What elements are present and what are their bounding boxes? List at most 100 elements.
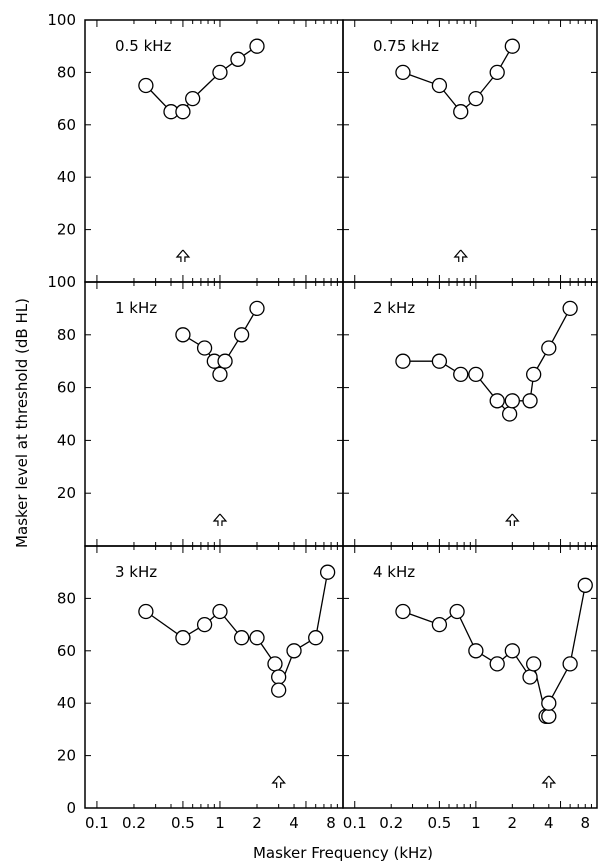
x-tick-label: 2 bbox=[252, 814, 262, 832]
probe-arrow-icon bbox=[453, 249, 469, 262]
data-point bbox=[319, 564, 336, 580]
panel-5: 0 20 40 60 80 0.1 0.2 0.5 1 2 4 8 3 kHz bbox=[57, 545, 344, 832]
data-point bbox=[249, 300, 265, 317]
data-point bbox=[504, 643, 520, 659]
data-point bbox=[395, 603, 411, 620]
data-point bbox=[468, 90, 484, 107]
data-point bbox=[449, 603, 465, 620]
panel-label: 2 kHz bbox=[373, 299, 415, 317]
panel-frame bbox=[342, 19, 598, 283]
data-point bbox=[562, 656, 578, 672]
panel-4: 2 kHz bbox=[342, 281, 598, 547]
probe-arrow-icon bbox=[175, 249, 191, 262]
data-point bbox=[541, 708, 557, 724]
x-tick-label: 4 bbox=[544, 814, 554, 832]
series-line bbox=[402, 308, 571, 416]
y-axis-title: Masker level at threshold (dB HL) bbox=[13, 298, 31, 548]
data-point bbox=[249, 630, 265, 646]
data-point bbox=[541, 695, 557, 711]
data-point bbox=[233, 630, 250, 646]
data-point bbox=[468, 643, 484, 659]
data-point bbox=[271, 682, 287, 698]
data-point bbox=[431, 77, 448, 94]
probe-arrow-icon bbox=[271, 775, 286, 788]
panel-frame bbox=[342, 545, 598, 809]
y-tick-label: 100 bbox=[47, 11, 76, 29]
y-tick-label: 60 bbox=[57, 116, 76, 134]
data-point bbox=[489, 393, 505, 409]
probe-arrow-icon bbox=[212, 513, 228, 526]
panel-label: 0.75 kHz bbox=[373, 37, 439, 55]
data-point bbox=[217, 353, 233, 369]
data-point bbox=[453, 104, 469, 120]
data-point bbox=[196, 340, 213, 356]
x-tick-label: 0.1 bbox=[343, 814, 367, 832]
panel-2: 0.75 kHz bbox=[342, 19, 598, 283]
data-point bbox=[562, 300, 578, 317]
panel-3: 20 40 60 80 100 1 kHz bbox=[47, 273, 344, 547]
data-point bbox=[175, 630, 191, 646]
data-point bbox=[395, 353, 411, 369]
y-tick-label: 20 bbox=[57, 484, 76, 502]
y-tick-label: 40 bbox=[57, 431, 76, 449]
panel-1: 20 40 60 80 100 0.5 kHz bbox=[47, 11, 344, 283]
panel-6: 0.1 0.2 0.5 1 2 4 8 4 kHz bbox=[342, 545, 598, 832]
data-point bbox=[233, 327, 250, 343]
y-tick-label: 0 bbox=[66, 799, 76, 817]
panel-label: 3 kHz bbox=[115, 563, 157, 581]
data-point bbox=[501, 406, 518, 422]
data-point bbox=[271, 669, 287, 685]
data-point bbox=[185, 90, 201, 107]
x-tick-label: 2 bbox=[508, 814, 518, 832]
y-tick-label: 60 bbox=[57, 642, 76, 660]
x-tick-label: 1 bbox=[471, 814, 481, 832]
x-tick-label: 0.5 bbox=[171, 814, 195, 832]
data-point bbox=[541, 340, 557, 356]
data-point bbox=[230, 51, 246, 67]
data-point bbox=[431, 353, 448, 369]
data-point bbox=[249, 38, 265, 54]
data-point bbox=[286, 643, 302, 659]
y-tick-label: 40 bbox=[57, 168, 76, 186]
x-tick-label: 8 bbox=[580, 814, 590, 832]
data-point bbox=[138, 603, 154, 620]
data-point bbox=[504, 38, 520, 54]
x-tick-label: 1 bbox=[215, 814, 225, 832]
y-tick-label: 20 bbox=[57, 221, 76, 239]
x-tick-label: 0.1 bbox=[85, 814, 109, 832]
data-point bbox=[526, 366, 542, 383]
data-point bbox=[196, 616, 213, 633]
data-point bbox=[489, 656, 505, 672]
x-axis-title: Masker Frequency (kHz) bbox=[253, 844, 433, 862]
data-point bbox=[175, 327, 191, 343]
data-point bbox=[522, 393, 538, 409]
data-point bbox=[526, 656, 542, 672]
x-tick-label: 0.2 bbox=[379, 814, 403, 832]
series-line bbox=[145, 572, 329, 691]
x-tick-label: 0.2 bbox=[122, 814, 146, 832]
panel-frame bbox=[84, 19, 344, 283]
data-point bbox=[395, 64, 411, 81]
panel-frame bbox=[84, 281, 344, 547]
y-tick-label: 80 bbox=[57, 63, 76, 81]
x-tick-label: 0.5 bbox=[427, 814, 451, 832]
data-point bbox=[267, 656, 283, 672]
data-point bbox=[212, 603, 228, 620]
y-tick-label: 80 bbox=[57, 589, 76, 607]
panel-frame bbox=[84, 545, 344, 809]
panel-label: 1 kHz bbox=[115, 299, 157, 317]
data-point bbox=[138, 77, 154, 94]
data-point bbox=[453, 366, 469, 383]
data-point bbox=[522, 669, 538, 685]
data-point bbox=[468, 366, 484, 383]
panel-label: 0.5 kHz bbox=[115, 37, 172, 55]
data-point bbox=[431, 616, 448, 633]
y-tick-label: 20 bbox=[57, 747, 76, 765]
data-point bbox=[308, 630, 324, 646]
y-tick-label: 40 bbox=[57, 694, 76, 712]
data-point bbox=[175, 104, 191, 120]
data-point bbox=[504, 393, 520, 409]
y-tick-label: 100 bbox=[47, 273, 76, 291]
